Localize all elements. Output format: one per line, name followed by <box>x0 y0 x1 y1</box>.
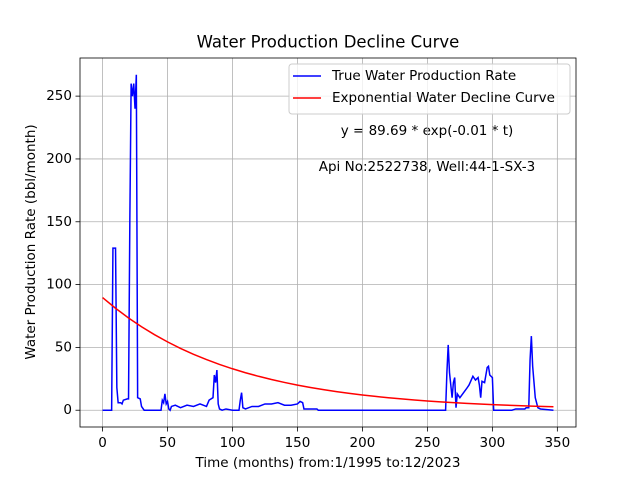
x-tick-label: 50 <box>159 435 176 451</box>
y-tick-label: 0 <box>63 402 72 418</box>
y-tick-label: 100 <box>46 277 72 293</box>
y-tick-label: 50 <box>55 339 72 355</box>
annotation: y = 89.69 * exp(-0.01 * t) <box>341 123 514 139</box>
x-tick-label: 150 <box>285 435 311 451</box>
chart-title: Water Production Decline Curve <box>197 33 460 52</box>
legend-label: Exponential Water Decline Curve <box>332 90 555 106</box>
y-axis-label: Water Production Rate (bbl/month) <box>23 124 39 359</box>
x-tick-label: 350 <box>544 435 570 451</box>
y-tick-label: 200 <box>46 151 72 167</box>
plot-frame <box>79 57 577 428</box>
line <box>102 74 554 412</box>
x-tick-label: 100 <box>220 435 246 451</box>
x-tick-label: 200 <box>350 435 376 451</box>
x-tick-label: 250 <box>415 435 441 451</box>
legend-label: True Water Production Rate <box>331 68 516 84</box>
line <box>102 296 554 408</box>
x-tick-label: 0 <box>98 435 107 451</box>
y-tick-label: 150 <box>46 214 72 230</box>
legend-box <box>288 63 571 115</box>
annotation: Api No:2522738, Well:44-1-SX-3 <box>319 159 536 175</box>
x-axis-label: Time (months) from:1/1995 to:12/2023 <box>195 455 461 471</box>
x-tick-label: 300 <box>479 435 505 451</box>
y-tick-label: 250 <box>46 88 72 104</box>
